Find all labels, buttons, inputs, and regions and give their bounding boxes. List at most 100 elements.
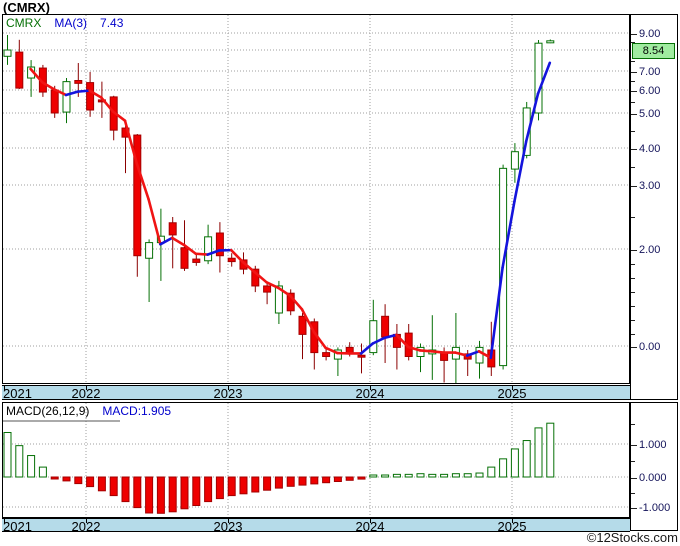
macd-value-label: MACD:1.905 bbox=[102, 404, 172, 418]
ma-line-segment bbox=[524, 92, 540, 143]
y-axis-tick bbox=[631, 478, 637, 479]
candle-up bbox=[3, 49, 12, 57]
ma-line-segment bbox=[324, 346, 339, 355]
candle-down bbox=[298, 315, 307, 335]
macd-bar-negative bbox=[192, 476, 201, 506]
macd-bar-negative bbox=[145, 476, 154, 514]
y-axis-label: 9.00 bbox=[639, 28, 661, 40]
macd-bar-negative bbox=[239, 476, 248, 495]
candle-down bbox=[227, 257, 236, 263]
y-axis-label: 6.00 bbox=[639, 85, 661, 97]
macd-bar-positive bbox=[510, 448, 519, 478]
candlestick-chart bbox=[2, 14, 630, 384]
ma-line-segment bbox=[88, 89, 103, 99]
pane-border bbox=[2, 14, 630, 384]
y-axis-label: 7.00 bbox=[639, 66, 661, 78]
candle-down bbox=[263, 285, 272, 293]
y-axis-minor-tick bbox=[631, 42, 635, 43]
year-tick bbox=[512, 386, 513, 390]
macd-bar-positive bbox=[3, 432, 12, 478]
candle-up bbox=[333, 349, 342, 360]
ma-line-segment bbox=[206, 249, 221, 256]
ma-line-segment bbox=[135, 162, 150, 201]
candle-up bbox=[510, 151, 519, 170]
y-axis-tick bbox=[631, 347, 637, 348]
macd-bar-positive bbox=[522, 440, 531, 478]
macd-bar-positive bbox=[381, 474, 390, 478]
y-axis-tick bbox=[631, 250, 637, 251]
year-label: 2024 bbox=[355, 386, 385, 401]
y-axis-minor-tick bbox=[631, 292, 635, 293]
year-label: 2021 bbox=[3, 519, 32, 534]
ma-line-segment bbox=[489, 266, 504, 360]
ma-line-segment bbox=[64, 90, 80, 97]
y-axis-label: 0.000 bbox=[639, 472, 667, 484]
y-axis-tick bbox=[631, 72, 637, 73]
y-axis-tick bbox=[631, 34, 637, 35]
candle-up bbox=[534, 42, 543, 114]
page-title: (CMRX) bbox=[3, 0, 50, 15]
y-axis-label: 0.00 bbox=[639, 341, 661, 353]
year-label: 2024 bbox=[355, 519, 385, 534]
price-y-axis: 8.54 9.00 7.00 6.00 5.00 4.00 3.00 2.00 0.00 bbox=[630, 14, 678, 400]
ma-line-segment bbox=[312, 330, 327, 350]
candle-down bbox=[381, 315, 390, 338]
y-axis-label: 3.00 bbox=[639, 180, 661, 192]
ma-line-segment bbox=[430, 349, 445, 354]
macd-pane: MACD(26,12,9) MACD:1.905 bbox=[2, 402, 630, 518]
year-tick bbox=[370, 386, 371, 390]
macd-bar-negative bbox=[215, 476, 224, 500]
candle-down bbox=[133, 134, 142, 257]
candle-up bbox=[475, 346, 484, 364]
year-tick bbox=[86, 386, 87, 390]
y-axis-tick bbox=[631, 91, 637, 92]
ma-line-segment bbox=[406, 345, 422, 352]
ma-line-segment bbox=[300, 308, 316, 334]
ma-line-segment bbox=[147, 197, 162, 246]
macd-bar-negative bbox=[322, 476, 331, 484]
macd-params-label: MACD(26,12,9) bbox=[6, 404, 90, 418]
macd-bar-negative bbox=[62, 476, 71, 482]
candle-up bbox=[522, 107, 531, 156]
macd-legend: MACD(26,12,9) MACD:1.905 bbox=[6, 404, 184, 418]
ma-line-segment bbox=[465, 349, 481, 357]
macd-bar-negative bbox=[286, 476, 295, 487]
y-axis-tick bbox=[631, 114, 637, 115]
y-axis-label: 2.00 bbox=[639, 244, 661, 256]
ma-line-segment bbox=[277, 286, 292, 298]
year-tick bbox=[228, 519, 229, 523]
ma-line-segment bbox=[383, 333, 398, 340]
candle-down bbox=[251, 268, 260, 287]
y-axis-minor-tick bbox=[631, 306, 635, 307]
year-tick bbox=[86, 519, 87, 523]
candle-up bbox=[62, 81, 71, 113]
macd-bar-positive bbox=[38, 466, 47, 478]
macd-bar-negative bbox=[86, 476, 95, 488]
macd-bar-positive bbox=[392, 473, 401, 478]
ma-line-segment bbox=[100, 96, 115, 114]
ma-line-segment bbox=[241, 260, 257, 274]
year-label: 2022 bbox=[71, 386, 101, 401]
ma-line-segment bbox=[159, 236, 174, 246]
macd-bar-negative bbox=[109, 476, 118, 497]
x-axis-years-bottom: 2021 2022 2023 2024 2025 bbox=[2, 518, 630, 534]
y-axis-minor-tick bbox=[631, 264, 635, 265]
macd-bar-negative bbox=[133, 476, 142, 509]
ma-line-segment bbox=[29, 67, 44, 84]
year-label: 2025 bbox=[497, 519, 527, 534]
candle-down bbox=[322, 352, 331, 358]
candle-down bbox=[86, 82, 95, 111]
macd-bar-negative bbox=[251, 476, 260, 493]
candle-down bbox=[192, 258, 201, 263]
ma-line-segment bbox=[182, 243, 198, 256]
ma-line-segment bbox=[536, 61, 552, 95]
macd-bar-negative bbox=[274, 476, 283, 489]
y-axis-label: -1.000 bbox=[639, 502, 671, 514]
ma-value: 7.43 bbox=[100, 16, 124, 30]
ma-line-segment bbox=[513, 140, 528, 203]
ticker-label: CMRX bbox=[6, 16, 42, 30]
macd-bar-negative bbox=[310, 476, 319, 485]
y-axis-label: 4.00 bbox=[639, 143, 661, 155]
year-label: 2025 bbox=[497, 386, 527, 401]
ma-line-segment bbox=[288, 294, 304, 311]
